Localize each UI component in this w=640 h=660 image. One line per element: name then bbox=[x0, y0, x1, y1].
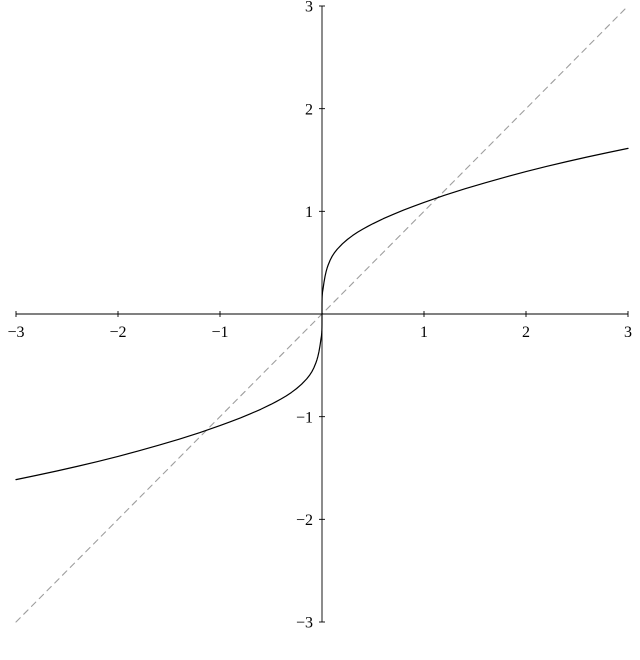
y-tick-label: 1 bbox=[305, 204, 313, 221]
x-tick-label: 2 bbox=[522, 324, 530, 341]
x-tick-label: −3 bbox=[7, 324, 24, 341]
y-tick-label: −2 bbox=[296, 512, 313, 529]
y-tick-label: −1 bbox=[296, 409, 313, 426]
x-tick-label: −2 bbox=[109, 324, 126, 341]
x-tick-label: 3 bbox=[624, 324, 632, 341]
y-tick-label: 2 bbox=[305, 101, 313, 118]
x-tick-label: −1 bbox=[211, 324, 228, 341]
x-tick-label: 1 bbox=[420, 324, 428, 341]
function-plot: −3 −2 −1 1 2 3 −3 −2 −1 1 2 3 bbox=[0, 0, 640, 660]
chart-container: −3 −2 −1 1 2 3 −3 −2 −1 1 2 3 bbox=[0, 0, 640, 660]
y-tick-label: −3 bbox=[296, 615, 313, 632]
y-tick-label: 3 bbox=[305, 0, 313, 16]
